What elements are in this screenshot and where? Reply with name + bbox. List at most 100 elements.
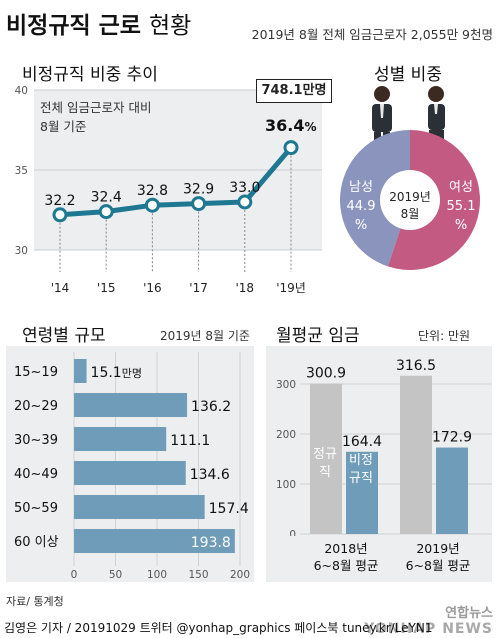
age-title: 연령별 규모 xyxy=(22,326,106,346)
age-value-label: 157.4 xyxy=(209,501,249,517)
ratio-drop-lines xyxy=(59,147,292,272)
age-unit-suffix: 만명 xyxy=(122,367,142,380)
ratio-last-value: 36.4% xyxy=(265,116,317,135)
ratio-x-tick-label: '14 xyxy=(51,281,70,295)
ratio-note: 전체 임금근로자 대비 8월 기준 xyxy=(40,98,151,136)
wage-group1-line1: 2018년 xyxy=(324,541,368,556)
wage-y-tick-label: 200 xyxy=(276,429,296,441)
pie-center-line1: 2019년 xyxy=(389,190,431,204)
wage-value-label: 172.9 xyxy=(432,430,472,446)
age-bars xyxy=(74,359,235,553)
age-bar xyxy=(74,427,167,451)
age-value-label: 134.6 xyxy=(190,467,230,483)
pie-female-label: 여성 55.1 % xyxy=(441,178,481,235)
age-category-label: 30~39 xyxy=(14,433,58,448)
wage-group1-label: 2018년 6~8월 평균 xyxy=(296,540,396,574)
age-category-label: 60 이상 xyxy=(14,535,59,550)
ratio-y-tick-label: 35 xyxy=(15,165,28,177)
ratio-x-tick-label: '15 xyxy=(97,281,116,295)
wage-group1-line2: 6~8월 평균 xyxy=(313,558,379,573)
ratio-value-label: 32.4 xyxy=(91,190,122,206)
ratio-last-value-number: 36.4 xyxy=(265,116,305,135)
logo-line2: YONHAP NEWS xyxy=(364,621,493,637)
pie-male-unit: % xyxy=(354,218,368,233)
page-subtitle: 2019년 8월 전체 임금근로자 2,055만 9천명 xyxy=(251,27,493,42)
wage-bars xyxy=(310,375,468,534)
wage-bar xyxy=(400,375,432,534)
ratio-point xyxy=(191,196,207,212)
age-value-label: 15.1만명 xyxy=(91,365,142,381)
ratio-note-line1: 전체 임금근로자 대비 xyxy=(40,100,152,115)
age-x-tick-label: 0 xyxy=(71,569,78,581)
ratio-point xyxy=(144,197,160,213)
ratio-callout: 748.1만명 xyxy=(256,79,332,103)
age-category-label: 20~29 xyxy=(14,399,58,414)
age-x-tick-label: 50 xyxy=(109,569,122,581)
wage-bar xyxy=(310,383,342,534)
ratio-point xyxy=(283,140,299,156)
age-x-tick-label: 100 xyxy=(147,569,167,581)
pie-center-label: 2019년 8월 xyxy=(380,189,440,223)
age-bar xyxy=(74,359,87,383)
ratio-title: 비정규직 비중 추이 xyxy=(22,65,158,85)
ratio-y-tick-label: 40 xyxy=(15,85,28,97)
wage-group2-line1: 2019년 xyxy=(416,541,460,556)
age-x-tick-label: 150 xyxy=(188,569,208,581)
wage-value-label: 300.9 xyxy=(306,366,346,382)
ratio-value-label: 33.0 xyxy=(229,180,260,196)
ratio-value-labels: 32.2 32.4 32.8 32.9 33.0 xyxy=(44,180,260,209)
title-light: 현황 xyxy=(148,13,192,39)
pie-female-unit: % xyxy=(454,218,468,233)
ratio-line-chart: 30 35 40 32.2 32.4 32.8 32.9 33.0 '14 '15 '16 '17… xyxy=(15,85,322,295)
age-bar-chart: 15~19 20~29 30~39 40~49 50~59 60 이상 15.1만명 136… xyxy=(14,352,250,581)
pie-center-hole xyxy=(380,170,440,230)
age-bar xyxy=(74,461,186,485)
wage-unit: 단위: 만원 xyxy=(418,329,471,343)
wage-y-ticks: 0 100 200 300 xyxy=(276,379,296,536)
ratio-value-label: 32.2 xyxy=(44,193,75,209)
age-category-labels: 15~19 20~29 30~39 40~49 50~59 60 이상 xyxy=(14,365,59,550)
ratio-x-tick-label: '17 xyxy=(189,281,208,295)
ratio-x-ticks: '14 '15 '16 '17 '18 '19년 xyxy=(51,281,306,295)
age-value-labels: 15.1만명 136.2 111.1 134.6 157.4 193.8 xyxy=(91,365,249,551)
wage-bar xyxy=(346,451,378,534)
wage-bar xyxy=(436,447,468,534)
wage-group2-line2: 6~8월 평균 xyxy=(405,558,471,573)
pie-male-label: 남성 44.9 % xyxy=(341,178,381,235)
age-category-label: 50~59 xyxy=(14,501,58,516)
ratio-last-value-unit: % xyxy=(304,120,317,134)
ratio-note-line2: 8월 기준 xyxy=(40,119,87,134)
wage-value-label: 164.4 xyxy=(342,434,382,450)
ratio-x-tick-label: '19년 xyxy=(276,281,306,295)
wage-regular-bar-label: 정규직 xyxy=(313,447,337,480)
pie-slice xyxy=(340,130,410,267)
wage-group2-label: 2019년 6~8월 평균 xyxy=(388,540,488,574)
ratio-y-ticks: 30 35 40 xyxy=(15,85,28,257)
wage-value-labels: 300.9 316.5 164.4 172.9 xyxy=(306,358,472,450)
gender-title: 성별 비중 xyxy=(374,65,442,85)
ratio-x-tick-label: '16 xyxy=(143,281,162,295)
ratio-value-label: 32.8 xyxy=(137,183,168,199)
gender-pie-chart xyxy=(340,130,480,270)
wage-irregular-bar-label: 비정규직 xyxy=(349,453,373,486)
pie-female-value: 55.1 xyxy=(446,199,476,214)
ratio-point xyxy=(98,204,114,220)
title-bold: 비정규직 근로 xyxy=(6,13,141,39)
ratio-value-label: 32.9 xyxy=(183,182,214,198)
credit-line: 김영은 기자 / 20191029 트위터 @yonhap_graphics 페… xyxy=(4,621,433,635)
ratio-point xyxy=(237,194,253,210)
ratio-y-tick-label: 30 xyxy=(15,245,28,257)
ratio-points xyxy=(52,140,299,223)
logo-line1: 연합뉴스 xyxy=(445,606,493,621)
age-bar xyxy=(74,529,235,553)
ratio-x-tick-label: '18 xyxy=(236,281,255,295)
page-title: 비정규직 근로 현황 xyxy=(6,6,191,40)
wage-bar-chart: 0 100 200 300 300.9 316.5 164.4 172.9 xyxy=(276,358,492,536)
yonhap-logo: 연합뉴스 YONHAP NEWS xyxy=(364,602,493,637)
pie-male-value: 44.9 xyxy=(346,199,376,214)
age-value-label: 111.1 xyxy=(170,433,210,449)
wage-y-tick-label: 0 xyxy=(289,529,296,536)
age-x-ticks: 0 50 100 150 200 xyxy=(71,569,250,581)
age-bar xyxy=(74,393,188,417)
age-bar xyxy=(74,495,205,519)
